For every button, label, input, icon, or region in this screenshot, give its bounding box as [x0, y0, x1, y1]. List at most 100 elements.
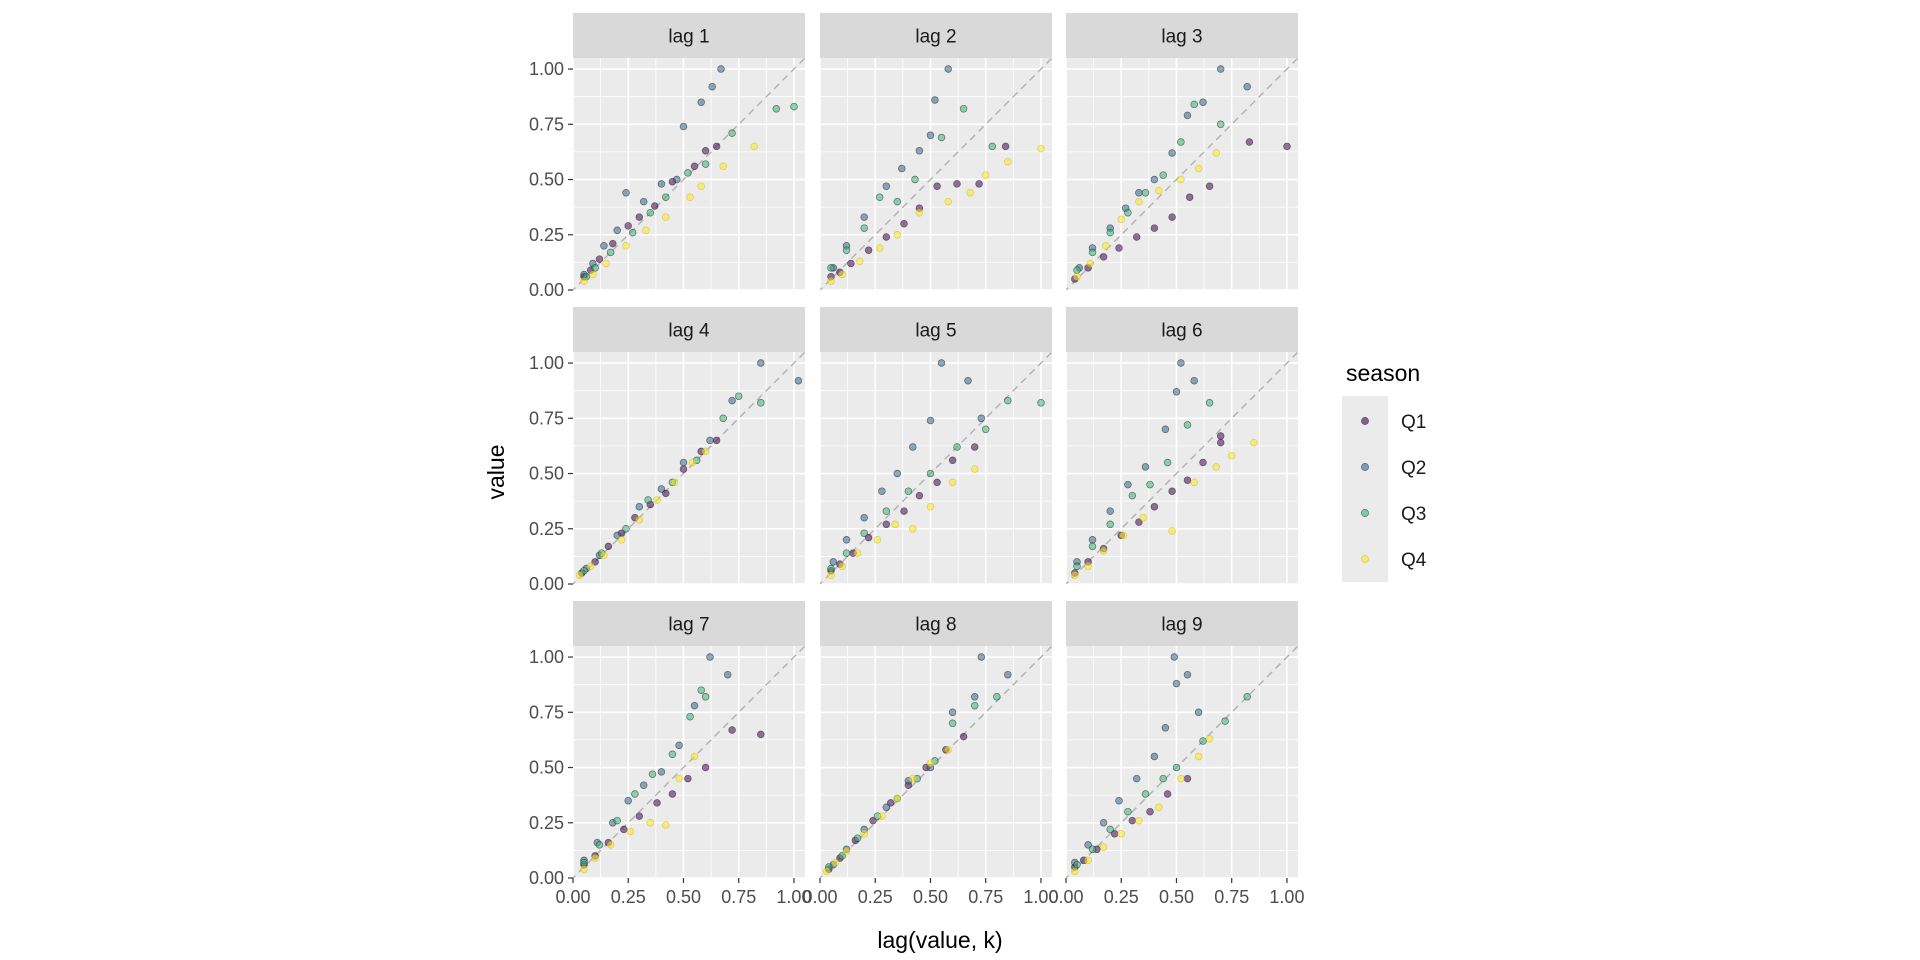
x-tick-label: 0.50 [666, 887, 701, 907]
data-point-q1 [975, 180, 983, 188]
data-point-q4 [827, 571, 835, 579]
data-point-q1 [690, 162, 699, 171]
legend-label: Q3 [1401, 504, 1426, 525]
data-point-q2 [944, 65, 952, 73]
data-point-q2 [1132, 774, 1141, 783]
panel-plot-area [1066, 58, 1298, 290]
data-point-q4 [875, 244, 884, 252]
data-point-q2 [1115, 796, 1123, 805]
data-point-q3 [1216, 120, 1225, 129]
legend-title: season [1346, 360, 1420, 386]
facet-strip [1066, 13, 1298, 58]
data-point-q1 [900, 507, 908, 515]
facet-strip [1066, 307, 1298, 352]
data-point-q2 [860, 513, 868, 522]
facet-panel-6: lag 6 [1066, 307, 1298, 584]
data-point-q4 [827, 277, 835, 285]
panel-plot-area [573, 352, 805, 584]
data-point-q4 [662, 213, 670, 221]
facet-strip [820, 601, 1052, 646]
data-point-q1 [886, 799, 895, 807]
data-point-q2 [675, 741, 683, 750]
data-point-q2 [1084, 841, 1092, 849]
data-point-q3 [926, 469, 935, 478]
data-point-q2 [1168, 149, 1176, 157]
data-point-q3 [734, 392, 743, 400]
data-point-q3 [853, 834, 862, 842]
data-point-q4 [1250, 438, 1258, 447]
data-point-q4 [1212, 463, 1220, 471]
data-point-q2 [639, 781, 648, 789]
data-point-q4 [1168, 527, 1176, 535]
data-point-q2 [613, 226, 621, 235]
panel-plot-area [820, 646, 1052, 878]
y-tick-label: 0.75 [529, 114, 564, 134]
data-point-q4 [1194, 752, 1203, 761]
x-tick-label: 0.50 [1159, 887, 1194, 907]
data-point-q3 [904, 487, 913, 495]
data-point-q4 [688, 458, 697, 467]
data-point-q2 [706, 436, 714, 445]
facet-panel-2: lag 2 [820, 13, 1052, 290]
data-point-q4 [1099, 547, 1108, 555]
data-point-q2 [728, 396, 736, 405]
data-point-q1 [757, 730, 765, 739]
data-point-q2 [717, 65, 725, 73]
data-point-q4 [893, 794, 902, 803]
x-tick-label: 0.25 [1104, 887, 1139, 907]
facet-panel-5: lag 5 [820, 307, 1052, 584]
data-point-q3 [882, 507, 891, 515]
data-point-q3 [580, 566, 588, 575]
data-point-q2 [970, 693, 979, 701]
data-point-q3 [591, 264, 599, 272]
facet-panel-1: lag 1 0.00 0.25 0.50 0.75 1.00 [529, 13, 805, 300]
legend-key-q3 [1361, 509, 1369, 517]
data-point-q3 [937, 133, 946, 142]
data-point-q4 [948, 478, 957, 487]
data-point-q4 [970, 465, 979, 473]
data-point-q3 [1106, 228, 1114, 237]
facet-panel-3: lag 3 [1066, 13, 1298, 290]
data-point-q4 [750, 142, 758, 151]
legend-key-q2 [1361, 463, 1369, 471]
data-point-q1 [609, 239, 617, 248]
data-point-q1 [1185, 193, 1194, 201]
data-point-q2 [964, 376, 972, 385]
data-point-q2 [1194, 708, 1203, 717]
data-point-q4 [1212, 149, 1220, 157]
data-point-q4 [1071, 571, 1079, 579]
data-point-q3 [1141, 189, 1150, 197]
data-point-q4 [653, 496, 661, 504]
data-point-q4 [981, 171, 990, 179]
y-tick-label: 0.75 [529, 408, 564, 428]
data-point-q3 [838, 852, 846, 860]
data-point-q4 [600, 551, 608, 560]
data-point-q3 [827, 264, 835, 272]
data-point-q4 [1135, 816, 1143, 825]
data-point-q3 [1159, 774, 1167, 783]
data-point-q2 [1172, 679, 1181, 688]
data-point-q3 [988, 142, 997, 151]
data-point-q4 [944, 746, 952, 754]
data-point-q1 [635, 213, 644, 221]
data-point-q2 [842, 536, 851, 544]
data-point-q2 [639, 197, 648, 206]
data-point-q1 [1199, 458, 1207, 467]
y-tick-label: 0.50 [529, 464, 564, 484]
data-point-q2 [657, 485, 666, 493]
legend-item-q1: Q1 [1361, 412, 1426, 433]
panel-plot-area [573, 646, 805, 878]
x-tick-label: 0.00 [555, 887, 590, 907]
data-point-q4 [1135, 197, 1143, 206]
data-point-q4 [878, 812, 886, 820]
data-point-q1 [728, 726, 736, 734]
data-point-q1 [1128, 816, 1137, 825]
data-point-q3 [1243, 693, 1251, 701]
data-point-q2 [1177, 359, 1185, 367]
data-point-q1 [684, 774, 692, 783]
data-point-q3 [1106, 825, 1114, 834]
y-tick-label: 0.75 [529, 702, 564, 722]
data-point-q3 [970, 701, 979, 710]
data-point-q4 [891, 520, 899, 529]
